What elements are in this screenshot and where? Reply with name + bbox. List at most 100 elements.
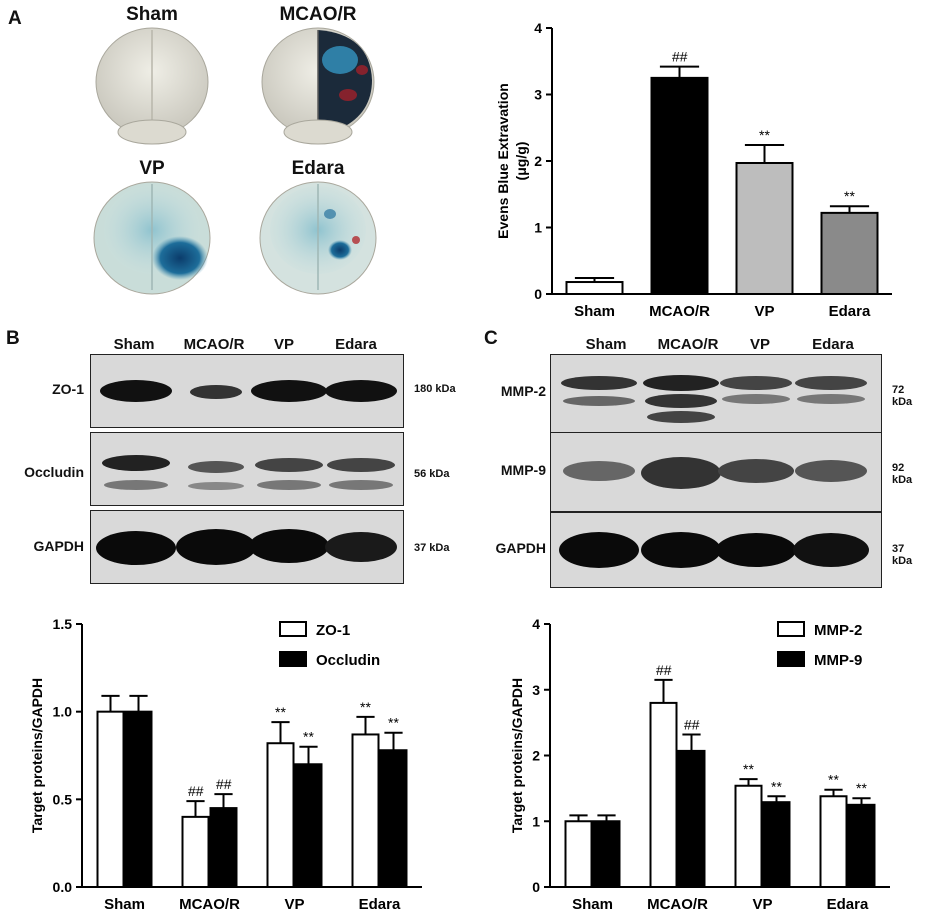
chart-b-legend-swatch	[279, 651, 307, 667]
blot-b-kda-zo1: 180 kDa	[414, 383, 456, 395]
brain-label-mcao: MCAO/R	[279, 4, 357, 25]
brain-label-vp: VP	[139, 158, 165, 179]
chart-zo1-occludin: 0.0 0.5 1.0 1.5 Target proteins/GAPDH Sham MCA…	[29, 616, 422, 913]
chart-mmp: 0 1 2 3 4 Target proteins/GAPDH Sham MCAO/R ## ##…	[509, 616, 890, 913]
chart-c-significance-label: **	[771, 778, 782, 794]
chart-b-significance-label: **	[388, 715, 399, 731]
blot-c-protein-mmp9: MMP-9	[500, 462, 546, 478]
chart-c-bar	[819, 795, 848, 888]
blot-c-band-mmp2	[550, 354, 882, 436]
blot-b-band-gapdh	[90, 510, 404, 584]
blot-b-protein-zo1: ZO-1	[52, 381, 84, 397]
chart-b-significance-label: **	[275, 704, 286, 720]
chart-c-xtick-label: MCAO/R	[647, 896, 708, 913]
chart-c-bar	[762, 801, 791, 888]
chart-b-bar	[379, 749, 408, 888]
blot-c-protein-gapdh: GAPDH	[495, 540, 546, 556]
blot-b-lane-mcao: MCAO/R	[183, 336, 245, 353]
brain-mcao-image	[261, 27, 375, 145]
chart-b-bar	[96, 710, 125, 888]
blot-c-band-mmp9	[550, 432, 882, 512]
blot-c-kda-mmp2: 72 kDa	[892, 384, 913, 408]
chart-b-ytick-label: 1.5	[53, 616, 73, 632]
chart-c-ytick-label: 3	[532, 682, 540, 698]
chart-a-ytick-label: 1	[534, 220, 542, 236]
blot-c: Sham MCAO/R VP Edara MMP-2 MMP-9 GAPDH	[480, 328, 927, 590]
brain-images	[93, 27, 377, 295]
chart-c-significance-label: **	[856, 780, 867, 796]
blot-c-lane-vp: VP	[749, 336, 770, 353]
chart-a-bar	[565, 281, 624, 295]
chart-c-ylabel: Target proteins/GAPDH	[509, 678, 525, 833]
chart-b-bar	[181, 815, 210, 888]
chart-c-ytick-label: 1	[532, 813, 540, 829]
chart-a-xtick-label: VP	[754, 303, 774, 320]
chart-c-bar	[592, 820, 621, 888]
chart-c-bar	[847, 803, 876, 888]
chart-a-xtick-label: Sham	[574, 303, 615, 320]
brain-edara-image	[259, 181, 377, 295]
blot-c-protein-mmp2: MMP-2	[500, 383, 546, 399]
chart-b-ytick-label: 1.0	[53, 704, 73, 720]
panel-label-a: A	[8, 8, 22, 29]
chart-c-significance-label: ##	[656, 662, 672, 678]
chart-b-bar	[124, 710, 153, 888]
chart-c-significance-label: **	[828, 772, 839, 788]
blot-b-protein-gapdh: GAPDH	[33, 538, 84, 554]
chart-c-ytick-label: 2	[532, 748, 540, 764]
chart-c-xtick-label: Sham	[572, 896, 613, 913]
chart-a-xtick-label: Edara	[829, 303, 871, 320]
chart-b-xtick-label: MCAO/R	[179, 896, 240, 913]
chart-a-ylabel: (μg/g)	[513, 142, 529, 181]
blot-c-kda-mmp9: 92 kDa	[892, 462, 913, 486]
brain-label-sham: Sham	[126, 4, 178, 25]
brain-label-edara: Edara	[291, 158, 345, 179]
chart-a-ytick-label: 0	[534, 286, 542, 302]
chart-c-bar	[564, 820, 593, 888]
chart-c-bar	[649, 701, 678, 889]
chart-c-legend-label: MMP-2	[814, 622, 862, 639]
chart-b-xtick-label: Edara	[359, 896, 401, 913]
blot-c-lane-sham: Sham	[585, 336, 627, 353]
blot-c-kda-gapdh: 37 kDa	[892, 543, 913, 567]
chart-c-ytick-label: 4	[532, 616, 540, 632]
chart-c-bar	[677, 749, 706, 888]
chart-b-bar	[351, 733, 380, 888]
chart-b-legend-swatch	[279, 621, 307, 637]
chart-b-bar	[209, 807, 238, 889]
chart-b-significance-label: **	[360, 699, 371, 715]
panel-label-c: C	[484, 328, 498, 349]
chart-evans-blue: 0 1 2 3 4 Evens Blue Extravation (μg/g) Sham MCA…	[495, 20, 892, 320]
chart-c-significance-label: **	[743, 761, 754, 777]
chart-c-significance-label: ##	[684, 716, 700, 732]
chart-b-xtick-label: Sham	[104, 896, 145, 913]
chart-b-bar	[266, 742, 295, 888]
chart-a-bar	[735, 161, 794, 295]
brain-vp-image	[93, 181, 211, 295]
chart-c-xtick-label: Edara	[827, 896, 869, 913]
chart-c-legend-swatch	[777, 651, 805, 667]
chart-b-significance-label: ##	[188, 783, 204, 799]
chart-b-legend-label: Occludin	[316, 652, 380, 669]
chart-b-bar	[294, 763, 323, 888]
chart-a-ytick-label: 2	[534, 153, 542, 169]
chart-a-bar	[820, 211, 879, 295]
chart-a-xtick-label: MCAO/R	[649, 303, 710, 320]
blot-b-lane-sham: Sham	[113, 336, 155, 353]
panel-label-b: B	[6, 328, 20, 349]
blot-b-lane-edara: Edara	[335, 336, 377, 353]
chart-b-xtick-label: VP	[284, 896, 304, 913]
blot-b-band-zo1	[90, 354, 404, 428]
chart-c-legend-swatch	[777, 621, 805, 637]
brain-sham-image	[95, 27, 209, 145]
chart-b-ytick-label: 0.0	[53, 879, 73, 895]
chart-b-significance-label: ##	[216, 776, 232, 792]
chart-b-legend-label: ZO-1	[316, 622, 350, 639]
chart-a-ytick-label: 3	[534, 87, 542, 103]
blot-b: Sham MCAO/R VP Edara ZO-1 Occludin GAPDH	[0, 328, 480, 590]
blot-b-lane-vp: VP	[273, 336, 294, 353]
chart-a-significance-label: **	[759, 127, 770, 143]
chart-b-ytick-label: 0.5	[53, 791, 73, 807]
chart-b-ylabel: Target proteins/GAPDH	[29, 678, 45, 833]
chart-a-significance-label: ##	[672, 49, 688, 65]
